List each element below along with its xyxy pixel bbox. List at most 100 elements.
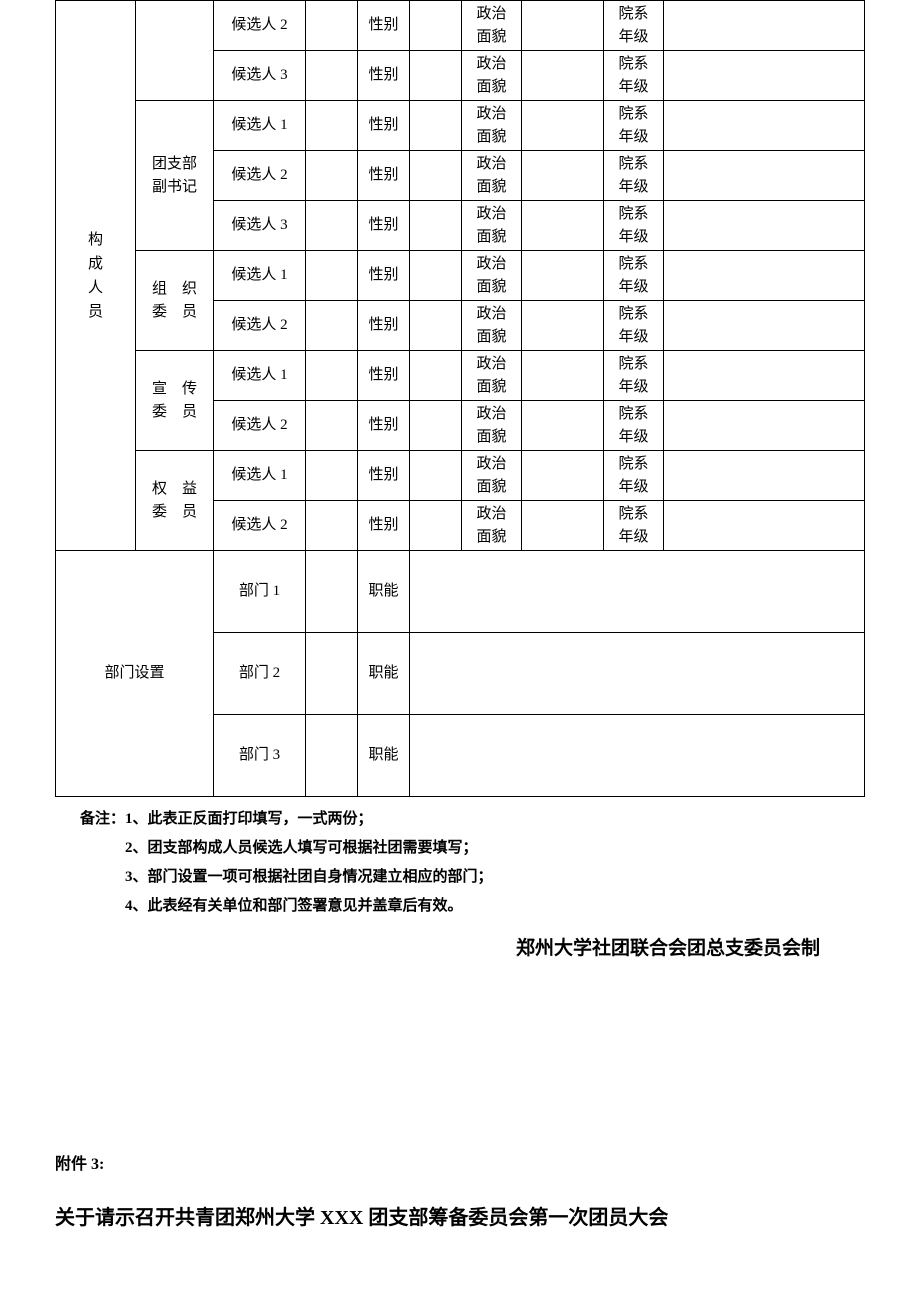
position-cell <box>136 1 214 101</box>
deptgrade-label: 院系年级 <box>604 501 664 551</box>
appendix-label: 附件 3: <box>55 1150 865 1174</box>
political-label: 政治面貌 <box>462 151 522 201</box>
dept-label: 部门 1 <box>214 551 306 633</box>
value-cell <box>306 301 358 351</box>
political-label: 政治面貌 <box>462 251 522 301</box>
political-label: 政治面貌 <box>462 401 522 451</box>
value-cell <box>410 151 462 201</box>
position-cell: 组 织委 员 <box>136 251 214 351</box>
position-cell: 权 益委 员 <box>136 451 214 551</box>
value-cell <box>522 51 604 101</box>
value-cell <box>522 501 604 551</box>
value-cell <box>306 551 358 633</box>
value-cell <box>522 1 604 51</box>
table-row: 宣 传委 员 候选人 1 性别 政治面貌 院系年级 <box>56 351 865 401</box>
value-cell <box>522 451 604 501</box>
value-cell <box>664 451 865 501</box>
func-label: 职能 <box>358 715 410 797</box>
appendix-title: 关于请示召开共青团郑州大学 XXX 团支部筹备委员会第一次团员大会 <box>55 1202 865 1234</box>
value-cell <box>664 351 865 401</box>
value-cell <box>522 251 604 301</box>
political-label: 政治面貌 <box>462 301 522 351</box>
value-cell <box>664 301 865 351</box>
value-cell <box>306 501 358 551</box>
committee-table: 构成人员 候选人 2 性别 政治面貌 院系年级 候选人 3 性别 政治面貌 院系… <box>55 0 865 797</box>
candidate-label: 候选人 1 <box>214 451 306 501</box>
gender-label: 性别 <box>358 1 410 51</box>
value-cell <box>522 301 604 351</box>
candidate-label: 候选人 2 <box>214 151 306 201</box>
table-row: 组 织委 员 候选人 1 性别 政治面貌 院系年级 <box>56 251 865 301</box>
value-cell <box>410 633 865 715</box>
value-cell <box>664 1 865 51</box>
value-cell <box>664 151 865 201</box>
candidate-label: 候选人 1 <box>214 251 306 301</box>
gender-label: 性别 <box>358 301 410 351</box>
table-row: 权 益委 员 候选人 1 性别 政治面貌 院系年级 <box>56 451 865 501</box>
political-label: 政治面貌 <box>462 451 522 501</box>
value-cell <box>306 401 358 451</box>
value-cell <box>306 251 358 301</box>
deptgrade-label: 院系年级 <box>604 101 664 151</box>
deptgrade-label: 院系年级 <box>604 201 664 251</box>
note-item: 备注：1、此表正反面打印填写，一式两份； <box>80 807 865 828</box>
gender-label: 性别 <box>358 501 410 551</box>
value-cell <box>410 551 865 633</box>
value-cell <box>410 301 462 351</box>
value-cell <box>522 151 604 201</box>
value-cell <box>306 633 358 715</box>
candidate-label: 候选人 2 <box>214 401 306 451</box>
notes-section: 备注：1、此表正反面打印填写，一式两份； 2、团支部构成人员候选人填写可根据社团… <box>55 807 865 915</box>
func-label: 职能 <box>358 551 410 633</box>
candidate-label: 候选人 2 <box>214 301 306 351</box>
gender-label: 性别 <box>358 201 410 251</box>
members-header: 构成人员 <box>56 1 136 551</box>
dept-section-header: 部门设置 <box>56 551 214 797</box>
candidate-label: 候选人 3 <box>214 51 306 101</box>
value-cell <box>664 401 865 451</box>
gender-label: 性别 <box>358 251 410 301</box>
value-cell <box>306 451 358 501</box>
value-cell <box>664 101 865 151</box>
political-label: 政治面貌 <box>462 201 522 251</box>
value-cell <box>522 401 604 451</box>
deptgrade-label: 院系年级 <box>604 301 664 351</box>
gender-label: 性别 <box>358 401 410 451</box>
organization-line: 郑州大学社团联合会团总支委员会制 <box>55 933 865 960</box>
value-cell <box>410 401 462 451</box>
value-cell <box>522 351 604 401</box>
table-row: 部门设置 部门 1 职能 <box>56 551 865 633</box>
value-cell <box>410 251 462 301</box>
value-cell <box>664 51 865 101</box>
value-cell <box>410 451 462 501</box>
table-row: 团支部副书记 候选人 1 性别 政治面貌 院系年级 <box>56 101 865 151</box>
value-cell <box>306 201 358 251</box>
value-cell <box>410 501 462 551</box>
deptgrade-label: 院系年级 <box>604 1 664 51</box>
candidate-label: 候选人 1 <box>214 101 306 151</box>
value-cell <box>306 151 358 201</box>
value-cell <box>410 201 462 251</box>
note-item: 4、此表经有关单位和部门签署意见并盖章后有效。 <box>80 894 865 915</box>
value-cell <box>306 51 358 101</box>
appendix-section: 附件 3: 关于请示召开共青团郑州大学 XXX 团支部筹备委员会第一次团员大会 <box>55 1150 865 1234</box>
func-label: 职能 <box>358 633 410 715</box>
note-item: 2、团支部构成人员候选人填写可根据社团需要填写； <box>80 836 865 857</box>
value-cell <box>410 351 462 401</box>
value-cell <box>410 51 462 101</box>
value-cell <box>522 101 604 151</box>
value-cell <box>410 1 462 51</box>
value-cell <box>664 501 865 551</box>
gender-label: 性别 <box>358 51 410 101</box>
candidate-label: 候选人 2 <box>214 1 306 51</box>
dept-label: 部门 2 <box>214 633 306 715</box>
value-cell <box>306 351 358 401</box>
gender-label: 性别 <box>358 151 410 201</box>
note-item: 3、部门设置一项可根据社团自身情况建立相应的部门； <box>80 865 865 886</box>
deptgrade-label: 院系年级 <box>604 251 664 301</box>
political-label: 政治面貌 <box>462 351 522 401</box>
table-row: 构成人员 候选人 2 性别 政治面貌 院系年级 <box>56 1 865 51</box>
candidate-label: 候选人 2 <box>214 501 306 551</box>
gender-label: 性别 <box>358 351 410 401</box>
political-label: 政治面貌 <box>462 1 522 51</box>
